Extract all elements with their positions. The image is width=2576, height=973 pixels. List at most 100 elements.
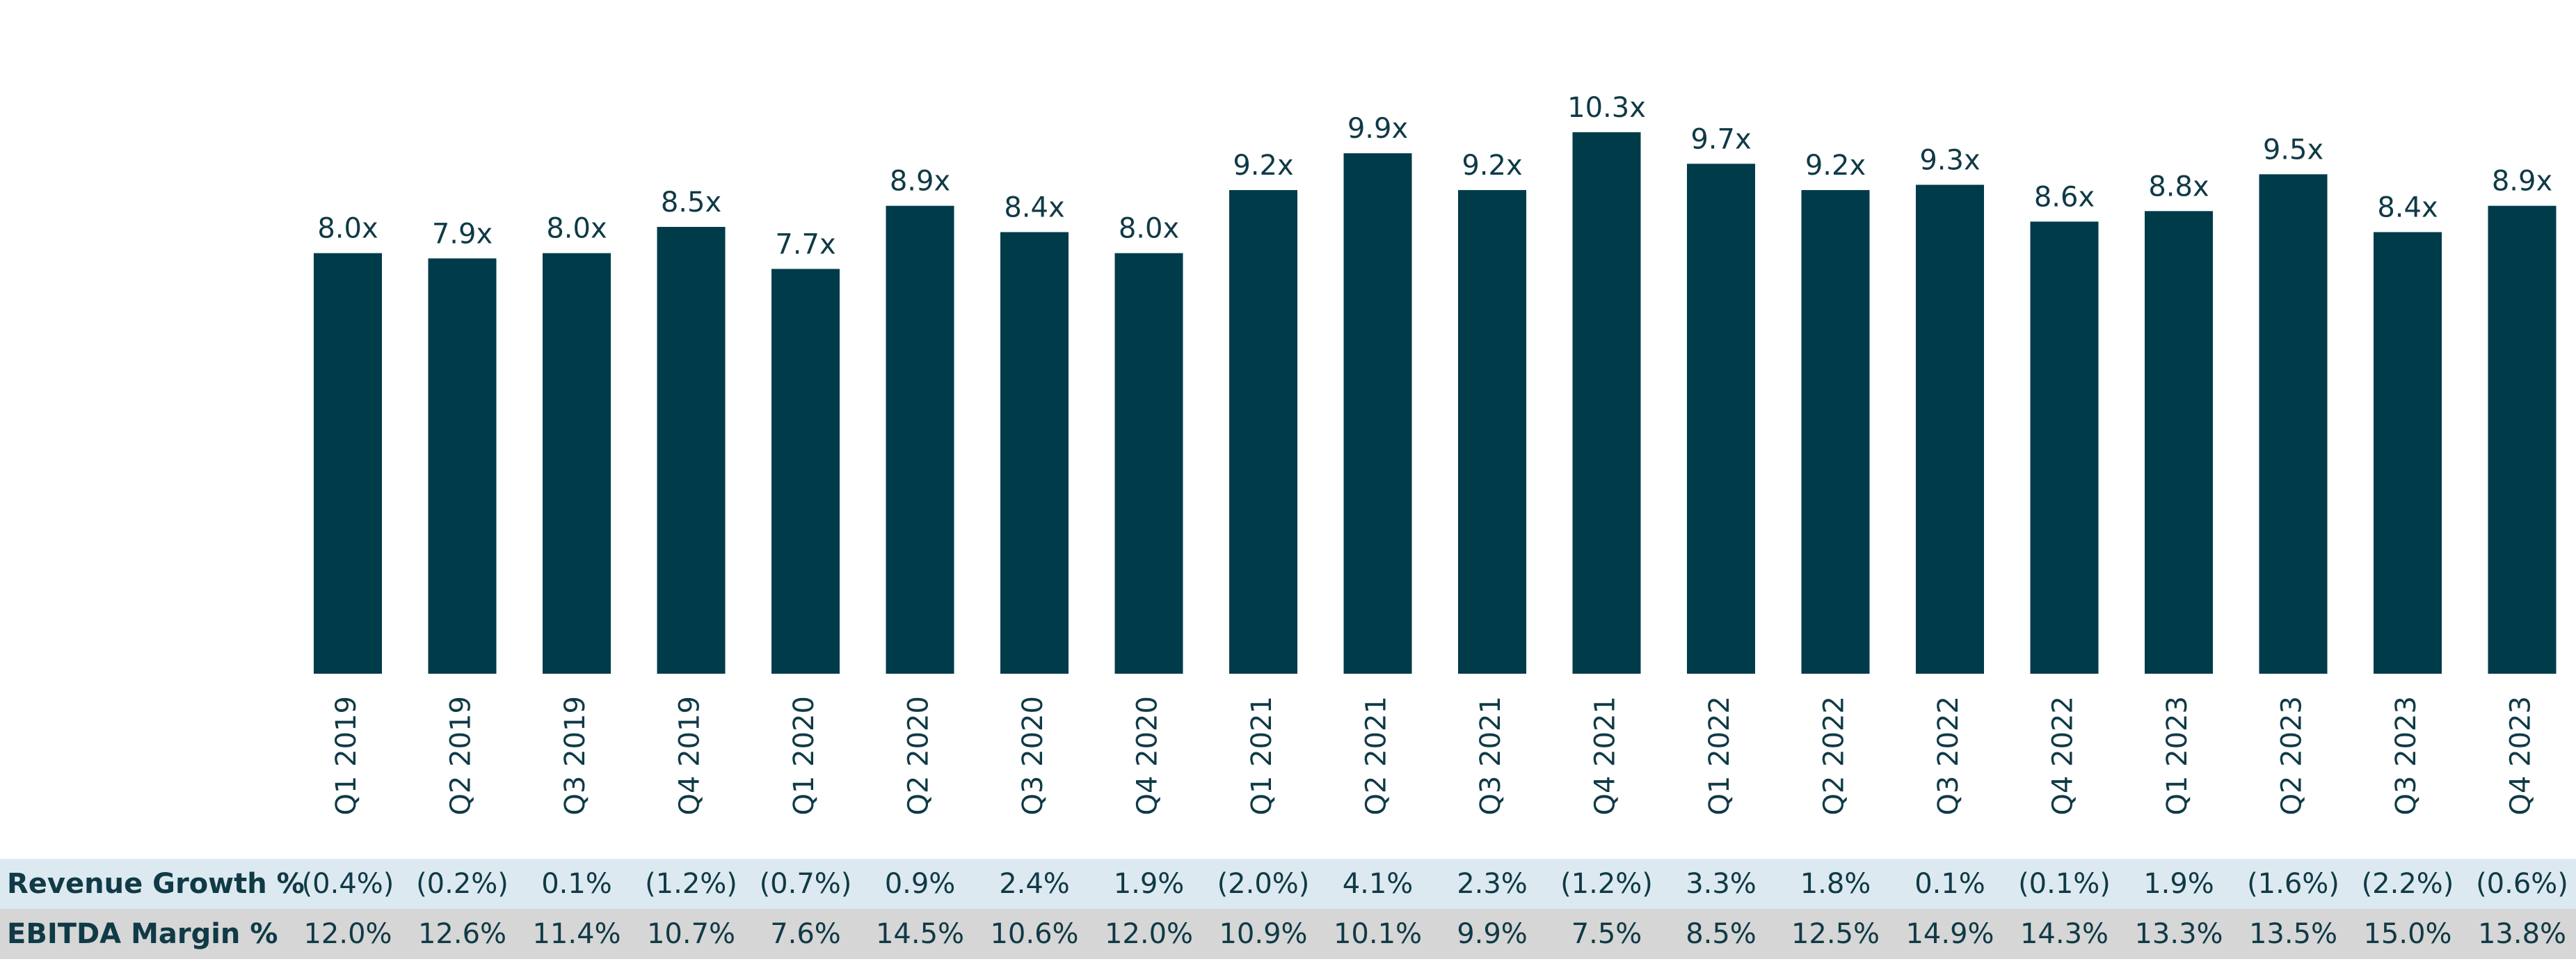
x-tick-label: Q3 2021 xyxy=(1475,696,1507,815)
table-cell: (1.6%) xyxy=(2247,868,2339,900)
data-label: 8.5x xyxy=(661,187,721,219)
table-cell: (0.2%) xyxy=(416,868,509,900)
x-tick-label: Q4 2022 xyxy=(2047,696,2079,815)
data-label: 9.2x xyxy=(1233,150,1293,182)
x-tick-label: Q4 2021 xyxy=(1590,696,1622,815)
table-cell: 13.8% xyxy=(2478,918,2566,950)
x-tick-label: Q4 2023 xyxy=(2505,696,2537,815)
data-label: 9.3x xyxy=(1919,145,1980,177)
table-row-header: Revenue Growth % xyxy=(7,868,305,900)
x-tick-label: Q1 2019 xyxy=(330,696,362,815)
data-label: 8.4x xyxy=(2377,192,2438,224)
table-cell: 13.3% xyxy=(2134,918,2223,950)
x-tick-label: Q1 2022 xyxy=(1704,696,1736,815)
table-cell: 14.3% xyxy=(2020,918,2109,950)
bar-q2-2021 xyxy=(1343,153,1412,674)
bar-q3-2022 xyxy=(1916,184,1984,674)
table-cell: 1.9% xyxy=(1114,868,1185,900)
data-label: 8.9x xyxy=(2492,166,2552,198)
bar-q2-2022 xyxy=(1801,190,1870,674)
bar-q4-2019 xyxy=(657,227,726,674)
x-tick-label: Q4 2020 xyxy=(1132,696,1164,815)
table-cell: (0.7%) xyxy=(760,868,852,900)
table-cell: 12.0% xyxy=(1105,918,1193,950)
x-tick-label: Q2 2020 xyxy=(903,696,935,815)
data-label: 9.5x xyxy=(2263,134,2323,166)
bar-q3-2020 xyxy=(1000,232,1069,674)
table-cell: 11.4% xyxy=(532,918,621,950)
bar-q4-2021 xyxy=(1572,132,1641,674)
bar-q2-2020 xyxy=(886,205,954,674)
table-cell: 0.9% xyxy=(885,868,956,900)
x-tick-label: Q3 2020 xyxy=(1017,696,1049,815)
table-cell: 0.1% xyxy=(541,868,612,900)
data-label: 10.3x xyxy=(1567,92,1646,124)
table-cell: 2.4% xyxy=(999,868,1070,900)
x-tick-label: Q1 2020 xyxy=(788,696,820,815)
table-cell: 12.0% xyxy=(303,918,392,950)
table-cell: 0.1% xyxy=(1914,868,1985,900)
bars-layer xyxy=(314,132,2557,674)
bar-q1-2023 xyxy=(2145,211,2213,674)
bar-q1-2019 xyxy=(314,253,382,674)
table-cell: 10.1% xyxy=(1334,918,1422,950)
data-label: 8.0x xyxy=(546,213,607,245)
data-label: 8.0x xyxy=(317,213,378,245)
bar-q1-2022 xyxy=(1687,164,1755,674)
value-labels-layer: 8.0x 7.9x 8.0x 8.5x 7.7x 8.9x 8.4x 8.0x 9.2x 9.9x… xyxy=(317,92,2552,260)
data-label: 7.9x xyxy=(432,218,493,250)
data-label: 8.8x xyxy=(2148,171,2209,203)
x-tick-label: Q2 2022 xyxy=(1818,696,1850,815)
table-row-header: EBITDA Margin % xyxy=(7,918,278,950)
table-cell: 13.5% xyxy=(2249,918,2337,950)
table-cell: 10.7% xyxy=(647,918,735,950)
table-cell: (0.4%) xyxy=(302,868,394,900)
table-cell: 10.9% xyxy=(1219,918,1307,950)
x-tick-label: Q2 2023 xyxy=(2276,696,2308,815)
table-cell: (1.2%) xyxy=(1560,868,1653,900)
bar-q2-2019 xyxy=(428,258,497,674)
bar-q3-2023 xyxy=(2374,232,2442,674)
x-tick-label: Q4 2019 xyxy=(674,696,706,815)
table-row-band xyxy=(0,909,2576,959)
bar-q1-2021 xyxy=(1229,190,1297,674)
table-cell: 12.6% xyxy=(418,918,506,950)
table-cell: 12.5% xyxy=(1791,918,1880,950)
x-tick-label: Q3 2023 xyxy=(2390,696,2422,815)
x-tick-label: Q2 2019 xyxy=(445,696,477,815)
table-cell: (0.1%) xyxy=(2018,868,2111,900)
data-label: 9.2x xyxy=(1805,150,1866,182)
bar-q3-2021 xyxy=(1458,190,1526,674)
table-cell: 10.6% xyxy=(990,918,1078,950)
x-tick-label: Q1 2021 xyxy=(1246,696,1278,815)
x-tick-label: Q3 2022 xyxy=(1933,696,1965,815)
bar-q4-2022 xyxy=(2030,221,2099,674)
table-cell: 14.9% xyxy=(1905,918,1994,950)
x-tick-label: Q1 2023 xyxy=(2161,696,2193,815)
table-cell: 7.6% xyxy=(770,918,841,950)
x-tick-label: Q3 2019 xyxy=(559,696,591,815)
table-cell: 8.5% xyxy=(1686,918,1757,950)
table-cell: (2.2%) xyxy=(2362,868,2454,900)
metrics-table: Revenue Growth %(0.4%) (0.2%) 0.1% (1.2%) (0… xyxy=(0,859,2576,959)
data-label: 7.7x xyxy=(775,228,835,260)
bar-q4-2023 xyxy=(2488,205,2557,674)
bar-q4-2020 xyxy=(1114,253,1183,674)
table-row-band xyxy=(0,859,2576,909)
table-cell: 14.5% xyxy=(876,918,964,950)
x-tick-labels-layer: Q1 2019 Q2 2019 Q3 2019 Q4 2019 Q1 2020 Q2 20… xyxy=(330,696,2537,815)
data-label: 8.4x xyxy=(1004,192,1064,224)
table-cell: 9.9% xyxy=(1457,918,1528,950)
bar-q1-2020 xyxy=(771,269,840,674)
bar-q2-2023 xyxy=(2259,174,2328,674)
bar-q3-2019 xyxy=(543,253,611,674)
table-cell: 1.9% xyxy=(2143,868,2214,900)
data-label: 8.9x xyxy=(890,166,950,198)
data-label: 9.2x xyxy=(1462,150,1522,182)
table-cell: 2.3% xyxy=(1457,868,1528,900)
table-cell: 1.8% xyxy=(1800,868,1871,900)
table-cell: 4.1% xyxy=(1343,868,1414,900)
data-label: 8.0x xyxy=(1119,213,1179,245)
table-cell: (2.0%) xyxy=(1217,868,1310,900)
